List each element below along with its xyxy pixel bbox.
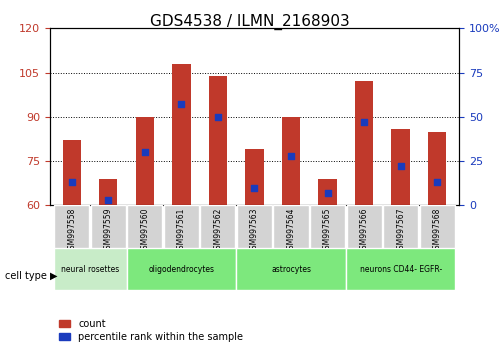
Bar — [392, 129, 410, 205]
Bar — [172, 64, 191, 205]
Text: GSM997566: GSM997566 — [360, 207, 369, 254]
FancyBboxPatch shape — [91, 205, 126, 248]
Point — [397, 164, 405, 169]
Bar — [209, 75, 227, 205]
Point — [323, 190, 331, 196]
FancyBboxPatch shape — [53, 248, 127, 290]
FancyBboxPatch shape — [346, 205, 382, 248]
Bar — [246, 149, 263, 205]
Point — [360, 119, 368, 125]
Text: GSM997558: GSM997558 — [67, 207, 76, 254]
FancyBboxPatch shape — [54, 205, 89, 248]
Text: oligodendrocytes: oligodendrocytes — [148, 264, 215, 274]
Point — [433, 179, 441, 185]
FancyBboxPatch shape — [127, 248, 236, 290]
Point — [250, 185, 258, 190]
FancyBboxPatch shape — [237, 205, 272, 248]
Legend: count, percentile rank within the sample: count, percentile rank within the sample — [55, 315, 247, 346]
FancyBboxPatch shape — [346, 248, 456, 290]
Bar — [99, 179, 117, 205]
Text: GSM997563: GSM997563 — [250, 207, 259, 254]
Text: neurons CD44- EGFR-: neurons CD44- EGFR- — [359, 264, 442, 274]
Text: GSM997560: GSM997560 — [140, 207, 149, 254]
Point — [104, 197, 112, 203]
Text: GSM997568: GSM997568 — [433, 207, 442, 254]
FancyBboxPatch shape — [420, 205, 455, 248]
Point — [68, 179, 76, 185]
Bar — [63, 141, 81, 205]
Bar — [282, 117, 300, 205]
Text: astrocytes: astrocytes — [271, 264, 311, 274]
Text: GSM997564: GSM997564 — [286, 207, 295, 254]
Text: GSM997561: GSM997561 — [177, 207, 186, 254]
Text: GDS4538 / ILMN_2168903: GDS4538 / ILMN_2168903 — [150, 14, 349, 30]
FancyBboxPatch shape — [273, 205, 308, 248]
Text: cell type ▶: cell type ▶ — [5, 271, 57, 281]
Text: neural rosettes: neural rosettes — [61, 264, 119, 274]
Point — [287, 153, 295, 159]
FancyBboxPatch shape — [201, 205, 236, 248]
Bar — [355, 81, 373, 205]
Text: GSM997565: GSM997565 — [323, 207, 332, 254]
Text: GSM997559: GSM997559 — [104, 207, 113, 254]
FancyBboxPatch shape — [236, 248, 346, 290]
FancyBboxPatch shape — [383, 205, 418, 248]
Text: GSM997567: GSM997567 — [396, 207, 405, 254]
Point — [178, 102, 186, 107]
Point — [214, 114, 222, 120]
FancyBboxPatch shape — [127, 205, 162, 248]
FancyBboxPatch shape — [310, 205, 345, 248]
Text: GSM997562: GSM997562 — [214, 207, 223, 254]
FancyBboxPatch shape — [164, 205, 199, 248]
Bar — [136, 117, 154, 205]
Point — [141, 149, 149, 155]
Bar — [318, 179, 337, 205]
Bar — [428, 132, 446, 205]
